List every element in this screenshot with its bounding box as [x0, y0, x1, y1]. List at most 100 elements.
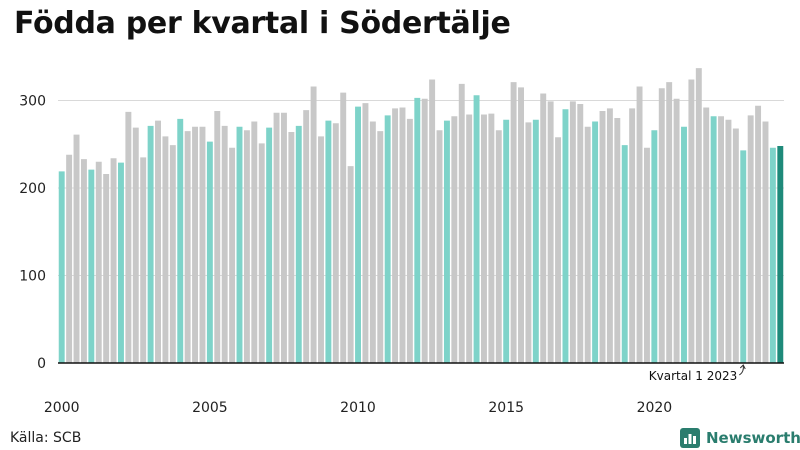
bar: 2016 K2: 308: [540, 93, 547, 363]
bar: 2010 K3: 276: [369, 121, 376, 363]
bar: 2000 K1: 219: [58, 171, 65, 364]
bar: 2020 K4: 302: [673, 98, 680, 363]
brand-logo: Newsworthy: [680, 428, 800, 448]
bar: 2005 K1: 253: [206, 141, 213, 364]
bar-chart: 2000 K1: 2192000 K2: 2382000 K3: 2612000…: [19, 68, 784, 416]
bar: 2015 K1: 278: [503, 119, 510, 363]
bar: 2021 K1: 270: [681, 126, 687, 363]
bar: 2013 K1: 277: [443, 120, 450, 364]
y-tick-label: 300: [19, 94, 46, 110]
bar: 2010 K4: 265: [377, 131, 384, 364]
bar: 2002 K1: 229: [118, 162, 124, 364]
bar: 2009 K4: 225: [347, 166, 354, 364]
annotation-label: Kvartal 1 2023: [649, 369, 737, 383]
bar: 2007 K4: 264: [288, 132, 295, 363]
bar: 2006 K2: 266: [243, 130, 250, 363]
bar: 2007 K3: 286: [280, 112, 287, 363]
bar: 2015 K3: 315: [518, 87, 524, 364]
bar: 2021 K4: 292: [703, 107, 710, 363]
bar: 2011 K1: 283: [384, 115, 391, 364]
bar: 2009 K3: 309: [340, 92, 347, 364]
bar: 2014 K2: 284: [481, 114, 487, 363]
bar: 2004 K4: 270: [199, 126, 206, 363]
bar: 2010 K1: 293: [355, 106, 361, 364]
bar: 2012 K4: 266: [436, 130, 443, 363]
bar: 2024 K1: 246: [769, 147, 776, 363]
x-tick-label: 2020: [637, 400, 673, 416]
bar: 2004 K2: 265: [184, 131, 191, 364]
bar: 2023 K1: 243: [740, 150, 747, 364]
bar: 2008 K2: 289: [303, 110, 310, 364]
bars: 2000 K1: 2192000 K2: 2382000 K3: 2612000…: [58, 68, 784, 364]
bar: 2001 K3: 216: [103, 174, 110, 363]
bar: 2019 K2: 291: [629, 108, 636, 364]
bar: 2012 K2: 302: [421, 98, 428, 363]
bar: 2008 K1: 271: [295, 125, 302, 364]
x-tick-label: 2015: [488, 400, 524, 416]
bar: 2017 K2: 299: [569, 101, 576, 364]
bar: 2012 K1: 303: [414, 97, 421, 364]
bar: 2011 K3: 292: [399, 107, 406, 363]
source-note: Källa: SCB: [10, 430, 82, 446]
bar: 2001 K4: 234: [110, 158, 117, 363]
bar: 2013 K2: 282: [451, 116, 458, 363]
bar: 2006 K3: 276: [251, 121, 258, 363]
annotation-arrow: [738, 364, 746, 376]
bar: 2002 K2: 287: [125, 111, 132, 364]
bar: 2017 K1: 290: [562, 109, 569, 363]
bar: 2008 K3: 316: [310, 86, 317, 363]
bar: 2021 K3: 337: [695, 68, 702, 364]
y-tick-label: 100: [19, 269, 46, 285]
y-tick-labels: 0 100 200 300: [19, 94, 46, 373]
annotation: Kvartal 1 2023: [649, 364, 746, 383]
bar: 2017 K4: 270: [584, 126, 591, 363]
bar: 2005 K2: 288: [214, 111, 221, 363]
bar: 2001 K1: 221: [88, 169, 95, 364]
bar: 2009 K2: 274: [332, 123, 339, 363]
bar: 2006 K4: 251: [258, 143, 265, 364]
bar: 2016 K3: 299: [547, 101, 554, 364]
bar: 2001 K2: 230: [95, 161, 102, 363]
bar: 2010 K2: 297: [362, 103, 369, 364]
bar: 2019 K1: 249: [621, 145, 628, 364]
bar: 2016 K1: 278: [532, 119, 539, 363]
bar: 2016 K4: 258: [555, 137, 562, 363]
bar: 2008 K4: 259: [318, 136, 324, 364]
chart-title: Födda per kvartal i Södertälje: [14, 6, 511, 41]
x-tick-label: 2005: [192, 400, 228, 416]
bar: 2022 K4: 268: [732, 128, 739, 363]
x-tick-labels: 2000 2005 2010 2015 2020: [44, 400, 672, 416]
bar: 2000 K2: 238: [66, 154, 73, 363]
bar: 2020 K2: 314: [658, 88, 665, 363]
bar: 2023 K2: 283: [747, 115, 754, 364]
bar: 2020 K1: 266: [651, 130, 658, 363]
bar: 2019 K4: 246: [643, 147, 650, 363]
bar: 2020 K3: 321: [666, 82, 673, 364]
bar: 2022 K2: 282: [718, 116, 724, 363]
bar: 2015 K2: 321: [510, 82, 517, 364]
bar: 2022 K3: 278: [725, 119, 732, 363]
bar: 2006 K1: 270: [236, 126, 243, 363]
bar: 2000 K4: 233: [80, 159, 87, 364]
bar: 2022 K1: 282: [710, 116, 717, 363]
bar: 2004 K1: 279: [177, 118, 184, 364]
bar: 2018 K4: 280: [614, 118, 621, 363]
bar: 2023 K3: 294: [755, 105, 762, 363]
bar: 2009 K1: 277: [325, 120, 332, 364]
bar: 2000 K3: 261: [73, 134, 80, 364]
bar: 2004 K3: 270: [192, 126, 199, 363]
bar: 2013 K4: 284: [466, 114, 473, 363]
bar: 2018 K1: 276: [592, 121, 599, 363]
x-tick-label: 2010: [340, 400, 376, 416]
bar: 2002 K4: 235: [140, 157, 147, 364]
x-tick-label: 2000: [44, 400, 80, 416]
y-tick-label: 0: [37, 356, 46, 372]
bar: 2005 K3: 271: [221, 125, 228, 364]
bar: 2021 K2: 324: [688, 79, 695, 363]
bar: 2018 K3: 291: [606, 108, 613, 364]
bar: 2007 K1: 269: [266, 127, 273, 364]
